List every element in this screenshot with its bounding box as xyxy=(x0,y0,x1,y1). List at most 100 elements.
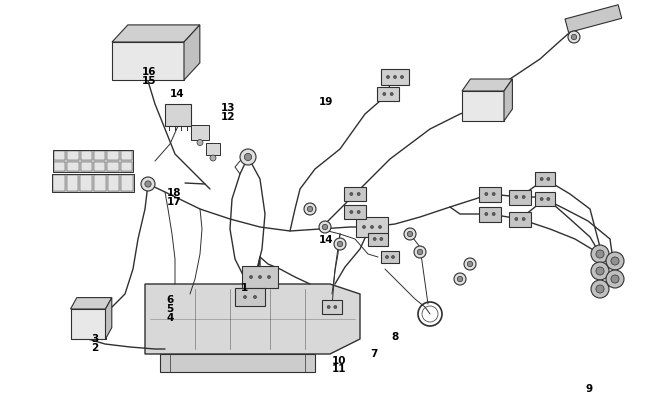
Bar xyxy=(94,175,106,192)
Bar xyxy=(81,162,92,172)
Circle shape xyxy=(611,257,619,265)
Circle shape xyxy=(485,193,488,196)
Text: 1: 1 xyxy=(240,283,248,292)
Bar xyxy=(381,70,409,86)
Circle shape xyxy=(611,275,619,284)
Polygon shape xyxy=(112,26,200,43)
Bar xyxy=(479,207,501,222)
Circle shape xyxy=(380,238,383,241)
Circle shape xyxy=(334,306,337,309)
Circle shape xyxy=(385,256,389,259)
Polygon shape xyxy=(462,80,512,92)
Bar xyxy=(509,212,531,227)
Text: 11: 11 xyxy=(332,364,346,373)
Polygon shape xyxy=(70,309,105,339)
Text: 15: 15 xyxy=(142,76,156,86)
Bar xyxy=(94,151,105,161)
Circle shape xyxy=(547,198,550,201)
Circle shape xyxy=(408,232,413,237)
Bar xyxy=(107,162,119,172)
Polygon shape xyxy=(70,298,112,309)
Circle shape xyxy=(417,250,422,255)
Bar xyxy=(344,188,366,202)
Circle shape xyxy=(458,277,463,282)
Circle shape xyxy=(393,76,396,79)
Circle shape xyxy=(606,270,624,288)
Circle shape xyxy=(391,256,395,259)
Bar xyxy=(479,187,501,202)
Circle shape xyxy=(370,226,374,229)
Circle shape xyxy=(540,178,543,181)
Text: 8: 8 xyxy=(391,331,398,341)
Circle shape xyxy=(571,35,577,41)
Circle shape xyxy=(141,177,155,192)
Polygon shape xyxy=(184,26,200,81)
Circle shape xyxy=(387,76,389,79)
Circle shape xyxy=(596,267,604,275)
Circle shape xyxy=(378,226,382,229)
Circle shape xyxy=(591,280,609,298)
Bar xyxy=(108,175,120,192)
Circle shape xyxy=(515,196,518,199)
Bar xyxy=(54,162,66,172)
Circle shape xyxy=(404,228,416,241)
Circle shape xyxy=(304,203,316,215)
Text: 2: 2 xyxy=(91,343,98,352)
Text: 7: 7 xyxy=(370,348,378,358)
Circle shape xyxy=(259,276,261,279)
Text: 16: 16 xyxy=(142,67,156,77)
Circle shape xyxy=(337,242,343,247)
Bar xyxy=(381,252,399,263)
Bar xyxy=(107,151,119,161)
Polygon shape xyxy=(462,92,504,122)
Circle shape xyxy=(515,218,518,221)
Bar xyxy=(191,125,209,140)
Text: 13: 13 xyxy=(221,102,235,112)
Circle shape xyxy=(568,32,580,44)
Circle shape xyxy=(522,196,525,199)
Bar xyxy=(242,266,278,288)
Bar xyxy=(122,175,133,192)
Circle shape xyxy=(400,76,404,79)
Polygon shape xyxy=(112,43,184,81)
Bar xyxy=(160,354,315,372)
Circle shape xyxy=(254,296,257,299)
Bar xyxy=(121,162,132,172)
Circle shape xyxy=(414,246,426,258)
Circle shape xyxy=(547,178,550,181)
Circle shape xyxy=(467,262,473,267)
Circle shape xyxy=(307,207,313,212)
Circle shape xyxy=(350,211,353,214)
Bar xyxy=(94,162,105,172)
Circle shape xyxy=(492,193,495,196)
Circle shape xyxy=(596,285,604,293)
Text: 19: 19 xyxy=(318,97,333,107)
Text: 12: 12 xyxy=(221,112,235,122)
Circle shape xyxy=(390,93,393,96)
Bar xyxy=(53,151,133,173)
Bar xyxy=(81,175,92,192)
Bar xyxy=(535,173,555,187)
Bar xyxy=(54,151,66,161)
Bar xyxy=(235,288,265,306)
Circle shape xyxy=(197,140,203,146)
Circle shape xyxy=(319,222,331,233)
Polygon shape xyxy=(145,284,360,354)
Bar xyxy=(206,144,220,156)
Circle shape xyxy=(322,225,328,230)
Circle shape xyxy=(145,181,151,188)
Bar xyxy=(344,205,366,220)
Circle shape xyxy=(244,296,246,299)
Circle shape xyxy=(492,213,495,216)
Circle shape xyxy=(357,193,360,196)
Circle shape xyxy=(464,258,476,270)
Circle shape xyxy=(591,245,609,263)
Text: 6: 6 xyxy=(166,295,174,305)
Circle shape xyxy=(606,252,624,270)
Circle shape xyxy=(244,154,252,161)
Circle shape xyxy=(591,262,609,280)
Bar xyxy=(165,105,191,127)
Bar xyxy=(68,151,79,161)
Circle shape xyxy=(373,238,376,241)
Circle shape xyxy=(383,93,386,96)
